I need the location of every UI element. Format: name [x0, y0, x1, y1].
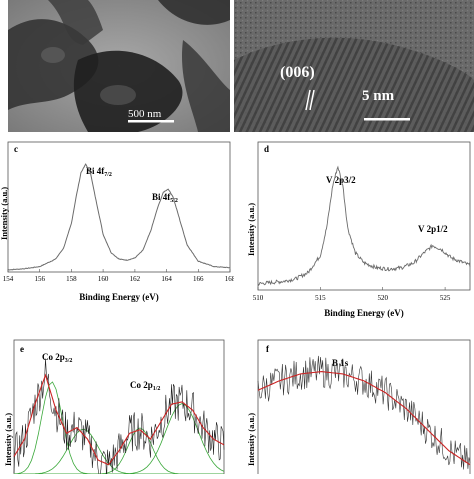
xtick-label: 520 — [377, 294, 388, 302]
xtick-label: 164 — [161, 275, 172, 283]
spectrum-line-d — [257, 165, 471, 286]
scale-bar-b — [364, 118, 410, 121]
fit-envelope-f — [257, 371, 471, 466]
scale-bar-a — [128, 120, 174, 123]
xtick-label: 168 — [225, 275, 234, 283]
hrtem-image-b-drawing — [234, 0, 474, 132]
ylabel-c: Intensity (a.u.) — [0, 187, 9, 240]
plane-marker-left — [305, 89, 311, 111]
xtick-label: 525 — [440, 294, 451, 302]
plot-frame-d — [257, 141, 471, 291]
xtick-label: 158 — [66, 275, 77, 283]
xtick-label: 510 — [253, 294, 264, 302]
panel-letter-d: d — [264, 144, 269, 154]
xps-panel-f: f B 1s Intensity (a.u.) — [242, 338, 474, 479]
ylabel-f: Intensity (a.u.) — [246, 413, 256, 466]
panel-letter-e: e — [20, 344, 24, 354]
peak-label-e2: Co 2p1/2 — [130, 380, 160, 392]
plot-frame-c — [7, 141, 231, 273]
tem-image-a: 500 nm — [8, 0, 230, 132]
scale-label-b: 5 nm — [362, 88, 395, 104]
xps-chart-d: d V 2p3/2 V 2p1/2 Intensity (a.u.) 510 51… — [246, 141, 471, 318]
spectrum-line-f — [257, 355, 471, 470]
xps-chart-c: c Bi 4f7/2 Bi 4f5/2 Intensity (a.u.) 154… — [0, 141, 236, 302]
xtick-label: 156 — [34, 275, 45, 283]
xlabel-d: Binding Energy (eV) — [324, 308, 404, 318]
xlabel-c: Binding Energy (eV) — [79, 292, 159, 302]
xtick-label: 154 — [3, 275, 14, 283]
xps-chart-e: e Co 2p3/2 Co 2p1/2 Intensity (a.u.) — [3, 339, 225, 479]
ylabel-e: Intensity (a.u.) — [3, 413, 13, 466]
xtick-label: 160 — [98, 275, 109, 283]
peak-label-c1: Bi 4f7/2 — [86, 166, 112, 178]
tem-image-a-drawing — [8, 0, 230, 132]
fit-envelope-e — [13, 373, 225, 466]
peak-label-e1: Co 2p3/2 — [42, 352, 72, 364]
scale-label-a: 500 nm — [128, 108, 162, 120]
plane-label-b: (006) — [280, 64, 315, 81]
plane-marker-right — [309, 89, 315, 111]
xtick-label: 166 — [193, 275, 204, 283]
xticks-d: 510 515 520 525 — [253, 287, 451, 302]
xps-panel-e: e Co 2p3/2 Co 2p1/2 Intensity (a.u.) — [0, 338, 234, 479]
hrtem-image-b: (006) 5 nm — [234, 0, 474, 132]
xps-panel-d: d V 2p3/2 V 2p1/2 Intensity (a.u.) 510 51… — [242, 140, 474, 320]
xps-chart-f: f B 1s Intensity (a.u.) — [246, 339, 471, 479]
xtick-label: 515 — [315, 294, 326, 302]
peak-label-f1: B 1s — [332, 358, 349, 368]
ylabel-d: Intensity (a.u.) — [246, 203, 256, 256]
peak-label-d2: V 2p1/2 — [418, 224, 448, 234]
peak-label-d1: V 2p3/2 — [326, 175, 356, 185]
plot-frame-e — [13, 339, 225, 479]
plot-frame-f — [257, 339, 471, 479]
spectrum-line-c — [8, 163, 230, 271]
panel-letter-f: f — [266, 344, 270, 354]
xtick-label: 162 — [130, 275, 141, 283]
panel-letter-c: c — [14, 144, 18, 154]
xps-panel-c: c Bi 4f7/2 Bi 4f5/2 Intensity (a.u.) 154… — [0, 140, 236, 320]
xticks-c: 154 156 158 160 162 164 166 168 — [3, 269, 236, 283]
